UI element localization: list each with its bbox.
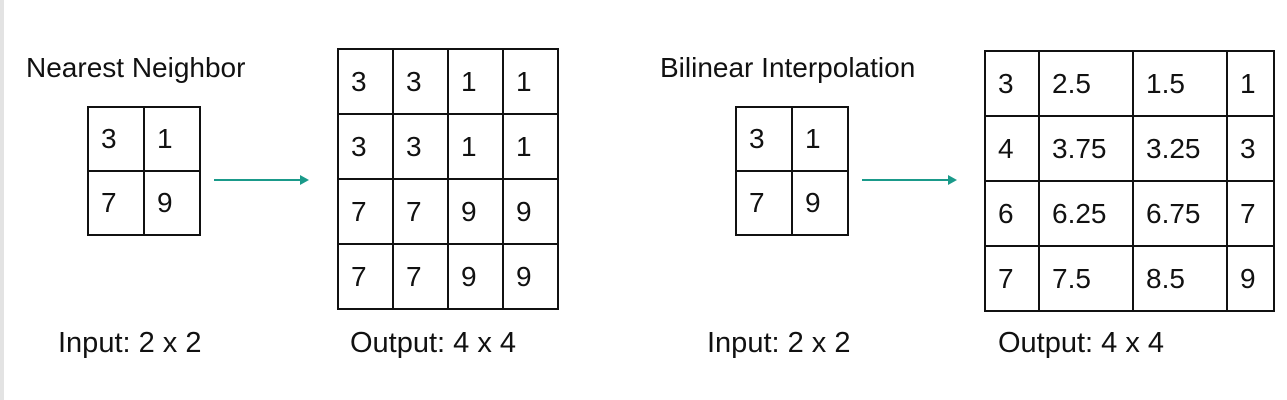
grid-cell: 9 [791,170,849,236]
left-edge-strip [0,0,4,400]
grid-cell: 1 [502,113,559,180]
grid-cell: 7 [337,178,394,245]
grid-cell: 3 [87,106,145,172]
grid-row: 7 7 9 9 [337,243,559,310]
grid-cell: 3 [984,50,1040,117]
grid-row: 6 6.25 6.75 7 [984,180,1275,247]
grid-cell: 7.5 [1038,245,1134,312]
grid-cell: 7 [392,243,449,310]
grid-cell: 1 [1226,50,1275,117]
grid-cell: 7 [392,178,449,245]
grid-cell: 3.75 [1038,115,1134,182]
grid-row: 7 7 9 9 [337,178,559,245]
grid-row: 7 9 [735,170,849,236]
grid-cell: 6.75 [1132,180,1228,247]
nearest-output-grid: 3 3 1 1 3 3 1 1 7 7 9 9 7 7 9 9 [337,48,559,310]
bilinear-output-caption: Output: 4 x 4 [998,327,1165,359]
grid-row: 3 1 [87,106,201,172]
grid-cell: 8.5 [1132,245,1228,312]
grid-row: 4 3.75 3.25 3 [984,115,1275,182]
grid-cell: 3 [1226,115,1275,182]
grid-cell: 3 [392,113,449,180]
nearest-arrow-icon [214,175,309,185]
grid-cell: 9 [502,243,559,310]
grid-cell: 7 [337,243,394,310]
grid-cell: 1 [143,106,201,172]
nearest-input-caption: Input: 2 x 2 [58,327,202,359]
grid-cell: 7 [1226,180,1275,247]
grid-cell: 9 [447,178,504,245]
grid-cell: 1 [791,106,849,172]
nearest-input-grid: 3 1 7 9 [87,106,201,236]
grid-cell: 3 [337,113,394,180]
bilinear-arrow-icon [862,175,957,185]
grid-row: 3 3 1 1 [337,113,559,180]
grid-cell: 7 [87,170,145,236]
grid-cell: 3 [337,48,394,115]
grid-cell: 9 [143,170,201,236]
grid-cell: 3 [735,106,793,172]
bilinear-input-caption: Input: 2 x 2 [707,327,851,359]
grid-cell: 4 [984,115,1040,182]
grid-cell: 3.25 [1132,115,1228,182]
grid-cell: 9 [447,243,504,310]
grid-cell: 6 [984,180,1040,247]
grid-cell: 1 [502,48,559,115]
grid-cell: 1.5 [1132,50,1228,117]
grid-cell: 1 [447,48,504,115]
bilinear-interpolation-title: Bilinear Interpolation [660,52,916,83]
grid-row: 3 1 [735,106,849,172]
grid-cell: 2.5 [1038,50,1134,117]
nearest-output-caption: Output: 4 x 4 [350,327,517,359]
grid-cell: 9 [1226,245,1275,312]
grid-cell: 9 [502,178,559,245]
bilinear-output-grid: 3 2.5 1.5 1 4 3.75 3.25 3 6 6.25 6.75 7 … [984,50,1275,312]
grid-row: 7 7.5 8.5 9 [984,245,1275,312]
grid-cell: 1 [447,113,504,180]
grid-cell: 7 [735,170,793,236]
grid-cell: 6.25 [1038,180,1134,247]
grid-row: 3 2.5 1.5 1 [984,50,1275,117]
bilinear-input-grid: 3 1 7 9 [735,106,849,236]
grid-row: 7 9 [87,170,201,236]
grid-cell: 7 [984,245,1040,312]
grid-cell: 3 [392,48,449,115]
nearest-neighbor-title: Nearest Neighbor [26,52,246,83]
grid-row: 3 3 1 1 [337,48,559,115]
